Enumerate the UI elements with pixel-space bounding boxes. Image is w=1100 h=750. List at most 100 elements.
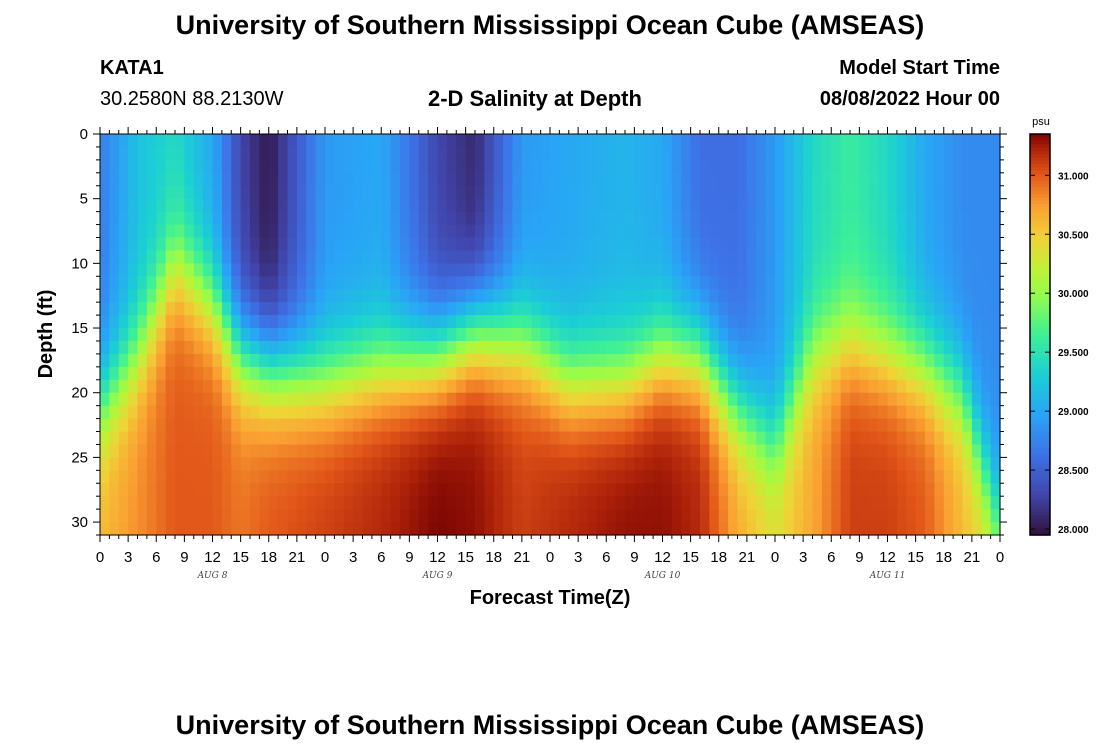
heatmap-cell: [278, 263, 289, 277]
heatmap-cell: [831, 392, 842, 407]
heatmap-cell: [118, 522, 129, 536]
heatmap-cell: [925, 263, 935, 277]
heatmap-cell: [840, 224, 851, 239]
heatmap-cell: [784, 198, 795, 213]
heatmap-cell: [868, 509, 879, 523]
heatmap-cell: [353, 340, 364, 355]
heatmap-cell: [559, 276, 570, 290]
heatmap-cell: [240, 353, 251, 368]
heatmap-cell: [493, 172, 504, 187]
heatmap-cell: [540, 496, 551, 510]
heatmap-cell: [896, 418, 907, 433]
heatmap-cell: [737, 470, 748, 484]
heatmap-cell: [540, 444, 551, 458]
heatmap-cell: [634, 263, 645, 277]
heatmap-cell: [756, 302, 767, 316]
heatmap-cell: [831, 302, 842, 316]
heatmap-cell: [990, 509, 1001, 523]
heatmap-cell: [184, 392, 195, 407]
heatmap-cell: [859, 483, 870, 497]
heatmap-cell: [334, 263, 345, 277]
heatmap-cell: [334, 509, 345, 523]
heatmap-cell: [981, 418, 992, 433]
heatmap-cell: [240, 211, 251, 226]
heatmap-cell: [371, 237, 382, 252]
heatmap-cell: [831, 418, 842, 433]
heatmap-cell: [718, 198, 729, 213]
heatmap-cell: [287, 366, 298, 381]
heatmap-cell: [765, 418, 776, 433]
heatmap-cell: [578, 328, 589, 342]
heatmap-cell: [109, 366, 120, 381]
heatmap-cell: [231, 366, 242, 381]
heatmap-cell: [484, 483, 495, 497]
heatmap-cell: [484, 444, 495, 458]
heatmap-cell: [278, 198, 289, 213]
heatmap-cell: [746, 224, 757, 239]
heatmap-cell: [690, 522, 701, 536]
heatmap-cell: [296, 444, 307, 458]
heatmap-cell: [550, 509, 560, 523]
colorbar-swatch: [1030, 234, 1050, 239]
heatmap-cell: [700, 159, 710, 174]
heatmap-cell: [456, 211, 467, 226]
heatmap-cell: [109, 340, 120, 355]
heatmap-cell: [390, 211, 401, 226]
heatmap-cell: [615, 418, 626, 433]
heatmap-cell: [325, 159, 335, 174]
heatmap-cell: [915, 237, 926, 252]
heatmap-cell: [765, 185, 776, 200]
heatmap-cell: [868, 276, 879, 290]
heatmap-cell: [315, 379, 326, 394]
heatmap-cell: [925, 134, 935, 148]
heatmap-cell: [221, 224, 232, 239]
heatmap-cell: [250, 522, 260, 536]
heatmap-cell: [437, 159, 448, 174]
heatmap-cell: [493, 431, 504, 446]
heatmap-cell: [446, 509, 457, 523]
heatmap-cell: [803, 457, 814, 471]
heatmap-cell: [943, 328, 954, 342]
heatmap-cell: [428, 146, 439, 161]
heatmap-cell: [568, 496, 579, 510]
heatmap-cell: [662, 431, 673, 446]
heatmap-cell: [268, 483, 279, 497]
heatmap-cell: [465, 379, 476, 394]
heatmap-cell: [175, 353, 185, 368]
heatmap-cell: [643, 302, 654, 316]
heatmap-cell: [390, 483, 401, 497]
heatmap-cell: [203, 366, 214, 381]
heatmap-cell: [906, 340, 917, 355]
heatmap-cell: [315, 224, 326, 239]
heatmap-cell: [343, 328, 354, 342]
colorbar-swatch: [1030, 514, 1050, 519]
heatmap-cell: [962, 522, 973, 536]
heatmap-cell: [259, 470, 270, 484]
heatmap-cell: [690, 470, 701, 484]
heatmap-cell: [878, 237, 889, 252]
heatmap-cell: [662, 379, 673, 394]
heatmap-cell: [859, 211, 870, 226]
heatmap-cell: [278, 302, 289, 316]
heatmap-cell: [446, 392, 457, 407]
heatmap-cell: [456, 444, 467, 458]
station-id: KATA1: [100, 57, 164, 79]
heatmap-cell: [231, 392, 242, 407]
heatmap-cell: [353, 418, 364, 433]
heatmap-cell: [437, 276, 448, 290]
heatmap-cell: [456, 302, 467, 316]
heatmap-cell: [193, 276, 204, 290]
heatmap-cell: [343, 431, 354, 446]
heatmap-cell: [587, 302, 598, 316]
heatmap-cell: [643, 470, 654, 484]
heatmap-cell: [681, 276, 692, 290]
heatmap-cell: [521, 483, 532, 497]
heatmap-cell: [465, 159, 476, 174]
heatmap-cell: [878, 353, 889, 368]
heatmap-cell: [362, 522, 373, 536]
heatmap-cell: [850, 146, 860, 161]
heatmap-cell: [203, 250, 214, 264]
colorbar-tick-label: 28.000: [1058, 525, 1089, 536]
heatmap-cell: [943, 250, 954, 264]
heatmap-cell: [990, 392, 1001, 407]
